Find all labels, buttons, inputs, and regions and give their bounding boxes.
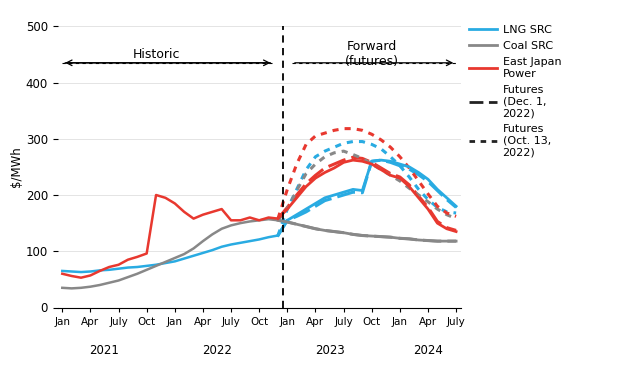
Text: 2023: 2023: [315, 344, 344, 357]
Y-axis label: $/MWh: $/MWh: [10, 147, 23, 187]
Text: Historic: Historic: [132, 48, 180, 61]
Legend: LNG SRC, Coal SRC, East Japan
Power, Futures
(Dec. 1,
2022), Futures
(Oct. 13,
2: LNG SRC, Coal SRC, East Japan Power, Fut…: [465, 21, 566, 162]
Text: Forward
(futures): Forward (futures): [345, 40, 399, 68]
Text: 2022: 2022: [202, 344, 232, 357]
Text: 2021: 2021: [90, 344, 120, 357]
Text: 2024: 2024: [413, 344, 443, 357]
